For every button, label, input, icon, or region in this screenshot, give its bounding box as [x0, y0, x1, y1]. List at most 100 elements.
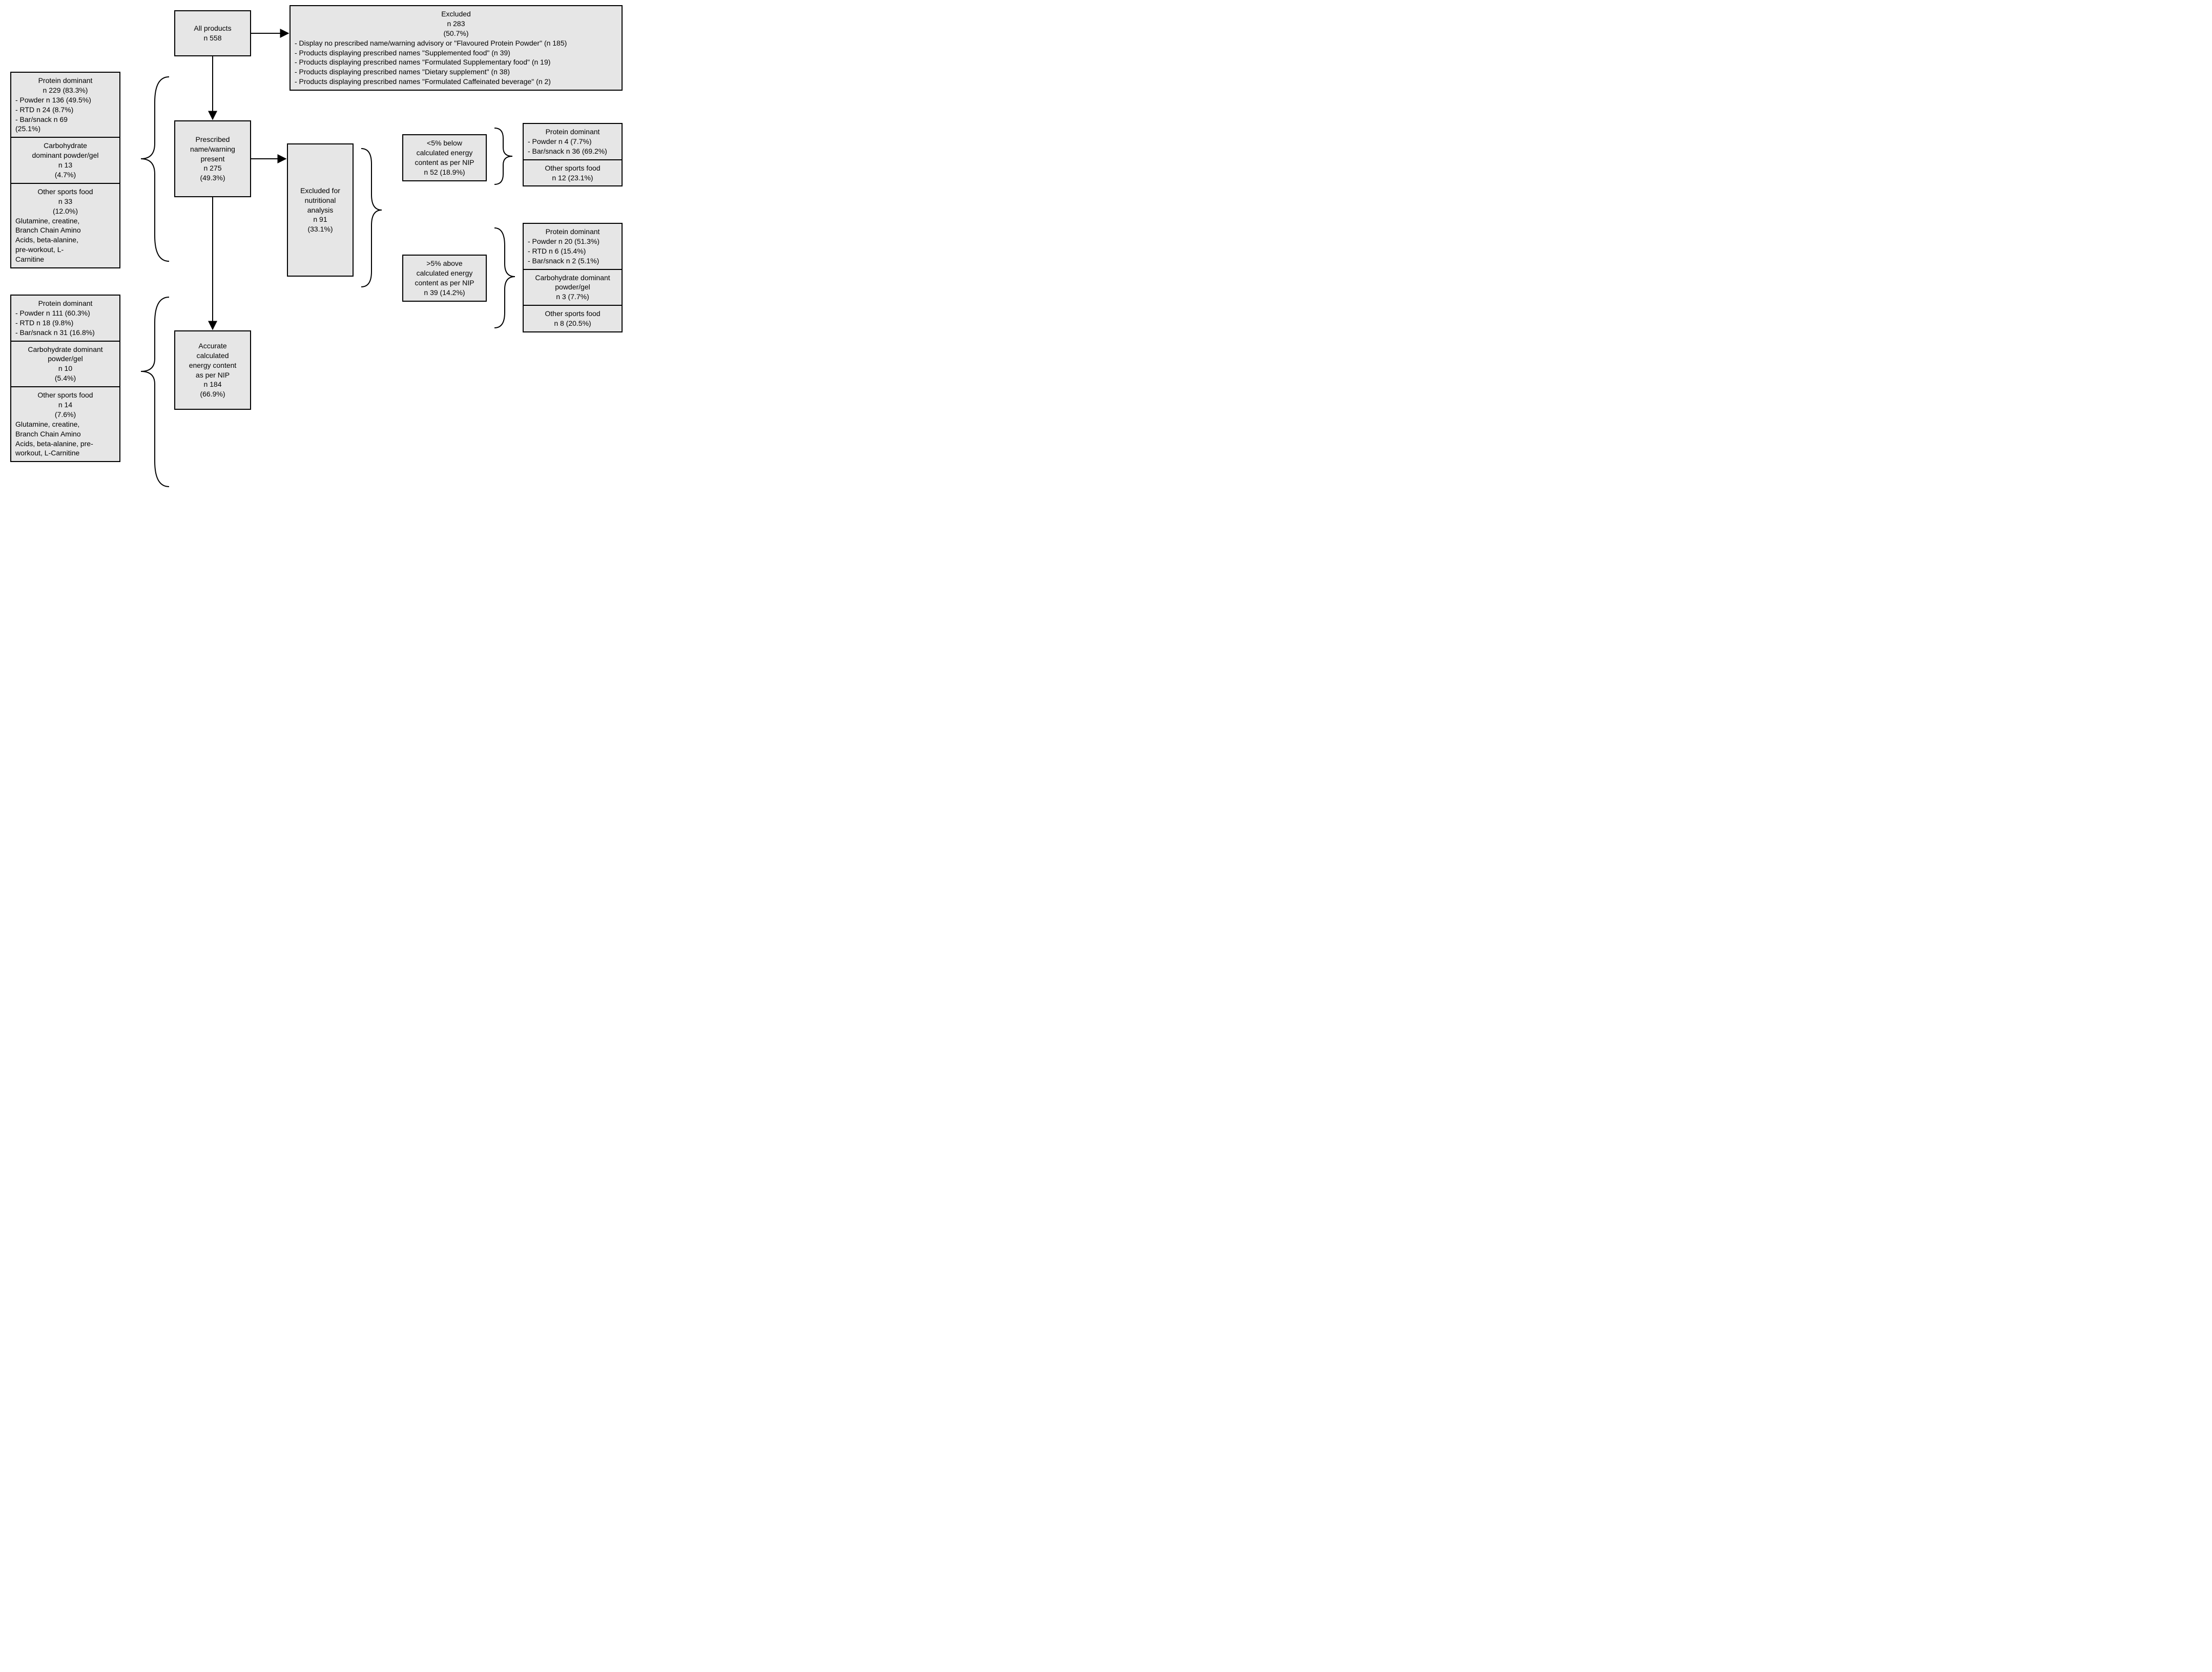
- stack-right-lower: Protein dominant - Powder n 20 (51.3%) -…: [523, 223, 623, 332]
- text: n 14: [15, 400, 115, 410]
- node-excluded-nutr: Excluded for nutritional analysis n 91 (…: [287, 143, 354, 277]
- brace: [494, 228, 515, 328]
- node-below5: <5% below calculated energy content as p…: [402, 134, 487, 181]
- cell-other-sports: Other sports food n 33 (12.0%) Glutamine…: [10, 184, 120, 268]
- text: (66.9%): [179, 389, 246, 399]
- text: - Powder n 20 (51.3%): [528, 237, 617, 246]
- text: - Products displaying prescribed names "…: [295, 57, 617, 67]
- text: Other sports food: [528, 309, 617, 319]
- text: Other sports food: [15, 390, 115, 400]
- text: Protein dominant: [15, 299, 115, 308]
- text: (33.1%): [292, 224, 348, 234]
- text: Excluded for: [292, 186, 348, 196]
- text: - Products displaying prescribed names "…: [295, 77, 617, 87]
- text: Protein dominant: [528, 127, 617, 137]
- text: as per NIP: [179, 370, 246, 380]
- cell-carb-dominant: Carbohydrate dominant powder/gel n 3 (7.…: [523, 270, 623, 306]
- flowchart-canvas: All products n 558 Excluded n 283 (50.7%…: [5, 5, 625, 497]
- text: Glutamine, creatine,: [15, 216, 115, 226]
- text: - Bar/snack n 69: [15, 115, 115, 124]
- brace: [361, 149, 382, 287]
- text: - RTD n 24 (8.7%): [15, 105, 115, 115]
- stack-left-upper: Protein dominant n 229 (83.3%) - Powder …: [10, 72, 120, 268]
- text: n 91: [292, 215, 348, 224]
- text: Acids, beta-alanine,: [15, 235, 115, 245]
- stack-left-lower: Protein dominant - Powder n 111 (60.3%) …: [10, 295, 120, 462]
- text: n 8 (20.5%): [528, 319, 617, 328]
- text: Branch Chain Amino: [15, 429, 115, 439]
- text: - Powder n 136 (49.5%): [15, 95, 115, 105]
- text: n 52 (18.9%): [407, 168, 482, 177]
- text: Protein dominant: [15, 76, 115, 86]
- node-accurate: Accurate calculated energy content as pe…: [174, 330, 251, 410]
- text: dominant powder/gel: [15, 151, 115, 160]
- text: calculated energy: [407, 148, 482, 158]
- text: Other sports food: [15, 187, 115, 197]
- text: Protein dominant: [528, 227, 617, 237]
- text: content as per NIP: [407, 278, 482, 288]
- cell-other-sports: Other sports food n 8 (20.5%): [523, 306, 623, 332]
- cell-protein-dominant: Protein dominant - Powder n 20 (51.3%) -…: [523, 223, 623, 270]
- text: - Bar/snack n 31 (16.8%): [15, 328, 115, 338]
- cell-other-sports: Other sports food n 14 (7.6%) Glutamine,…: [10, 387, 120, 462]
- text: - Bar/snack n 36 (69.2%): [528, 147, 617, 156]
- text: (12.0%): [15, 206, 115, 216]
- text: n 39 (14.2%): [407, 288, 482, 298]
- text: calculated: [179, 351, 246, 361]
- text: Carbohydrate dominant: [15, 345, 115, 354]
- text: - Bar/snack n 2 (5.1%): [528, 256, 617, 266]
- text: Other sports food: [528, 163, 617, 173]
- text: n 33: [15, 197, 115, 206]
- text: - RTD n 6 (15.4%): [528, 246, 617, 256]
- text: n 10: [15, 364, 115, 373]
- text: - Display no prescribed name/warning adv…: [295, 38, 617, 48]
- brace: [141, 297, 169, 487]
- text: - Powder n 4 (7.7%): [528, 137, 617, 147]
- text: n 184: [179, 380, 246, 389]
- text: (5.4%): [15, 373, 115, 383]
- text: powder/gel: [15, 354, 115, 364]
- cell-protein-dominant: Protein dominant n 229 (83.3%) - Powder …: [10, 72, 120, 138]
- text: Accurate: [179, 341, 246, 351]
- text: (49.3%): [179, 173, 246, 183]
- text: pre-workout, L-: [15, 245, 115, 255]
- text: n 558: [179, 33, 246, 43]
- text: present: [179, 154, 246, 164]
- node-prescribed: Prescribed name/warning present n 275 (4…: [174, 120, 251, 197]
- text: n 275: [179, 163, 246, 173]
- brace: [141, 77, 169, 261]
- stack-right-upper: Protein dominant - Powder n 4 (7.7%) - B…: [523, 123, 623, 186]
- cell-carb-dominant: Carbohydrate dominant powder/gel n 13 (4…: [10, 138, 120, 184]
- text: (4.7%): [15, 170, 115, 180]
- text: (50.7%): [295, 29, 617, 38]
- text: - Powder n 111 (60.3%): [15, 308, 115, 318]
- node-above5: >5% above calculated energy content as p…: [402, 255, 487, 302]
- text: powder/gel: [528, 282, 617, 292]
- text: n 3 (7.7%): [528, 292, 617, 302]
- text: n 283: [295, 19, 617, 29]
- brace: [494, 128, 512, 184]
- text: - Products displaying prescribed names "…: [295, 67, 617, 77]
- text: Branch Chain Amino: [15, 225, 115, 235]
- text: calculated energy: [407, 268, 482, 278]
- text: Acids, beta-alanine, pre-: [15, 439, 115, 449]
- text: n 229 (83.3%): [15, 86, 115, 95]
- text: Prescribed: [179, 135, 246, 144]
- text: <5% below: [407, 138, 482, 148]
- text: content as per NIP: [407, 158, 482, 168]
- cell-protein-dominant: Protein dominant - Powder n 111 (60.3%) …: [10, 295, 120, 342]
- node-all-products: All products n 558: [174, 10, 251, 56]
- cell-other-sports: Other sports food n 12 (23.1%): [523, 160, 623, 187]
- cell-protein-dominant: Protein dominant - Powder n 4 (7.7%) - B…: [523, 123, 623, 160]
- text: >5% above: [407, 259, 482, 268]
- text: Glutamine, creatine,: [15, 420, 115, 429]
- text: energy content: [179, 361, 246, 370]
- text: Excluded: [295, 9, 617, 19]
- text: analysis: [292, 205, 348, 215]
- text: - Products displaying prescribed names "…: [295, 48, 617, 58]
- text: nutritional: [292, 196, 348, 205]
- text: n 13: [15, 160, 115, 170]
- text: (7.6%): [15, 410, 115, 420]
- text: Carnitine: [15, 255, 115, 264]
- node-excluded-top: Excluded n 283 (50.7%) - Display no pres…: [290, 5, 623, 91]
